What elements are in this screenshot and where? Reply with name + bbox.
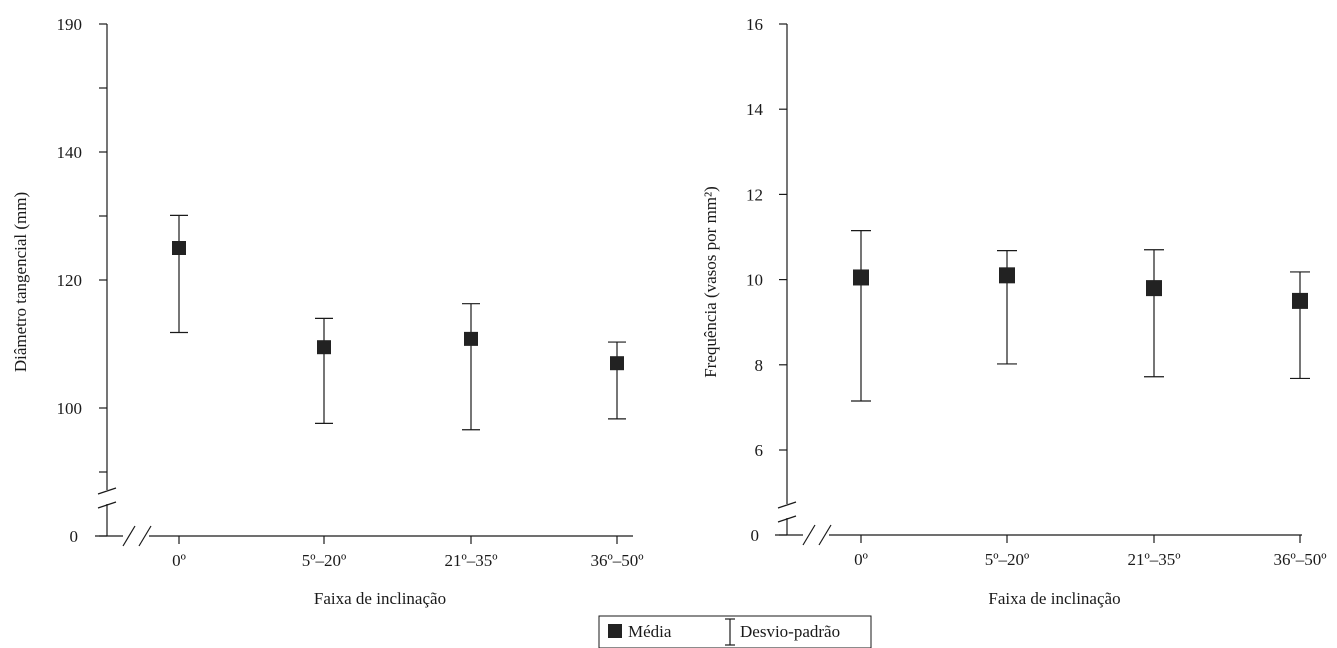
mean-marker	[464, 331, 478, 346]
legend-sd-icon	[725, 618, 735, 646]
y-tick-label: 6	[755, 441, 764, 460]
x-tick-label: 36º–50º	[1273, 550, 1326, 569]
mean-marker	[610, 356, 624, 371]
legend-box	[598, 615, 872, 648]
mean-marker	[1292, 292, 1308, 309]
x-axis-break-mark	[802, 524, 816, 546]
error-bar	[462, 303, 480, 431]
x-axis-title: Faixa de inclinação	[314, 589, 446, 608]
x-tick-label: 0º	[854, 550, 868, 569]
mean-marker	[317, 340, 331, 355]
y-tick-label: 140	[57, 143, 83, 162]
error-bar	[1290, 271, 1310, 380]
y-tick-label: 12	[746, 185, 763, 204]
x-axis-break-mark	[138, 525, 152, 547]
x-axis-break-mark	[122, 525, 136, 547]
x-tick-label: 36º–50º	[590, 551, 643, 570]
error-bar	[170, 214, 188, 334]
chart-diametro: 0 100 120 140 190 0º 5º–20º 21º–35º 36º–50º Faixa…	[11, 15, 644, 608]
y-axis-break-mark	[97, 487, 117, 495]
y-tick-label: 16	[746, 15, 763, 34]
x-tick-label: 0º	[172, 551, 186, 570]
y-axis-title: Diâmetro tangencial (mm)	[11, 192, 30, 372]
legend-mean-label: Média	[628, 622, 672, 641]
mean-marker	[999, 267, 1015, 284]
error-bar	[851, 230, 871, 402]
y-tick-label: 190	[57, 15, 83, 34]
x-tick-label: 5º–20º	[302, 551, 347, 570]
error-bar	[1144, 249, 1164, 378]
x-tick-label: 5º–20º	[985, 550, 1030, 569]
y-tick-label: 14	[746, 100, 764, 119]
legend-sd-label: Desvio-padrão	[740, 622, 840, 641]
error-bar	[608, 341, 626, 420]
y-tick-label: 10	[746, 271, 763, 290]
x-tick-label: 21º–35º	[444, 551, 497, 570]
y-tick-label-zero: 0	[751, 526, 760, 545]
legend-mean-marker	[608, 624, 622, 638]
y-tick-label: 100	[57, 399, 83, 418]
y-axis-break-mark	[777, 501, 797, 509]
y-tick-label: 8	[755, 356, 764, 375]
y-tick-label: 120	[57, 271, 83, 290]
x-tick-label: 21º–35º	[1127, 550, 1180, 569]
mean-marker	[172, 241, 186, 255]
legend: Média Desvio-padrão	[598, 615, 872, 648]
mean-marker	[853, 269, 869, 286]
y-tick-label-zero: 0	[70, 527, 79, 546]
y-axis-title: Frequência (vasos por mm²)	[701, 186, 720, 378]
x-axis-title: Faixa de inclinação	[988, 589, 1120, 608]
error-bar	[315, 317, 333, 424]
mean-marker	[1146, 280, 1162, 297]
chart-frequencia: 0 6 8 10 12 14 16 0º 5º–20º 21º–35º 36º–50º Faixa d…	[701, 15, 1327, 608]
x-axis-break-mark	[818, 524, 832, 546]
